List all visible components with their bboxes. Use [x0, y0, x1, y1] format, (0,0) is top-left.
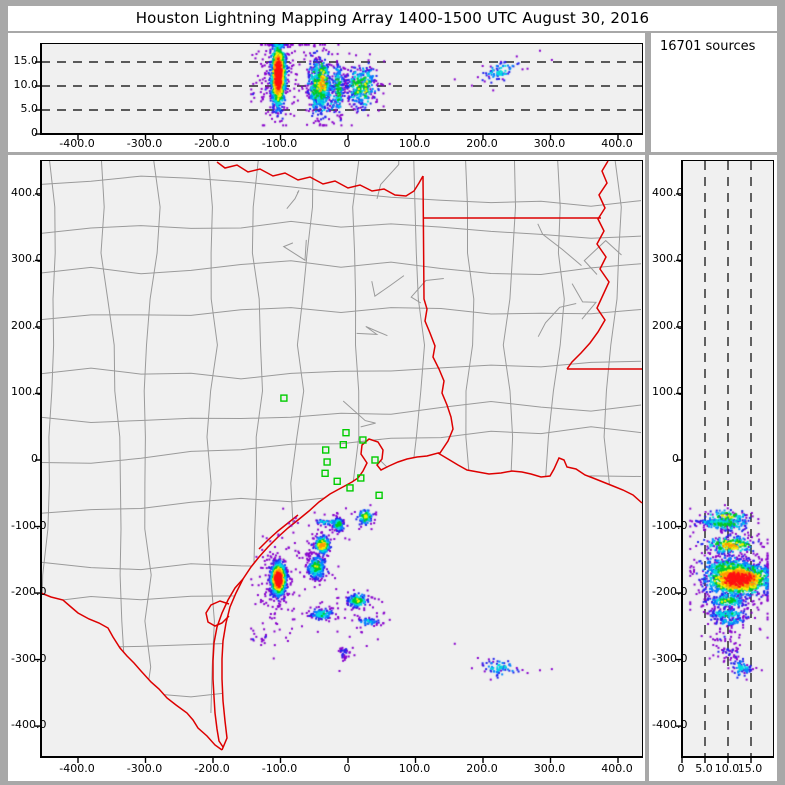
x-tick-label: -300.0: [126, 762, 163, 775]
sources-count-label: 16701 sources: [660, 39, 756, 54]
x-tick-label: 100.0: [398, 137, 431, 150]
altitude-scatter-canvas: [41, 44, 642, 134]
x-tick-label: 0: [343, 762, 351, 775]
y-tick-label: 200.0: [11, 318, 43, 332]
y-tick-label: -400.0: [11, 718, 47, 732]
altitude-vs-eastwest-plot-area: [35, 43, 643, 140]
x-tick-label: -400.0: [59, 762, 95, 775]
x-tick-label: 200.0: [466, 762, 498, 775]
northsouth-vs-altitude-plot-area: [676, 160, 774, 763]
y-tick-label: 0: [31, 452, 38, 465]
x-tick-label: 0: [343, 137, 351, 150]
main-map-panel: 400.0 300.0 200.0 100.0 0 -100.0 -200.0 -300.0 -…: [8, 155, 645, 781]
y-tick-label: 300.0: [11, 252, 43, 266]
x-tick-label: 400.0: [601, 137, 633, 150]
y-tick-label: -200.0: [652, 585, 688, 599]
y-tick-label: 0: [672, 452, 679, 465]
y-tick-label: -100.0: [11, 518, 47, 532]
map-plot-area: [35, 160, 643, 763]
y-tick-label: 200.0: [652, 318, 684, 332]
map-scatter-canvas: [41, 161, 642, 757]
x-tick-label: 15.0: [737, 762, 763, 775]
y-tick-label: 300.0: [652, 252, 684, 266]
y-tick-label: 5.0: [20, 102, 39, 115]
x-tick-label: -100.0: [261, 762, 298, 775]
x-tick-label: -200.0: [194, 762, 230, 775]
x-tick-label: 10.0: [714, 762, 740, 775]
y-tick-label: 0: [31, 126, 38, 139]
northsouth-vs-altitude-panel: 400.0 300.0 200.0 100.0 0 -100.0 -200.0 -300.0 -…: [649, 155, 777, 781]
x-tick-label: 400.0: [601, 762, 633, 775]
x-tick-label: 300.0: [533, 762, 566, 775]
y-tick-label: 10.0: [13, 78, 39, 91]
y-tick-label: -100.0: [652, 518, 688, 532]
x-tick-label: -100.0: [261, 137, 298, 150]
x-tick-label: -300.0: [126, 137, 163, 150]
x-tick-label: -400.0: [59, 137, 95, 150]
y-tick-label: 100.0: [652, 385, 684, 399]
y-tick-label: -300.0: [652, 651, 688, 665]
altitude-vs-eastwest-panel: 15.0 10.0 5.0 0 -400.0 -300.0 -200.0 -100.0 0 100…: [8, 33, 645, 152]
y-tick-label: 100.0: [11, 385, 43, 399]
y-tick-label: 400.0: [652, 185, 684, 199]
x-tick-label: -200.0: [194, 137, 230, 150]
x-tick-label: 5.0: [695, 762, 713, 775]
sources-count-panel: 16701 sources: [651, 33, 777, 152]
y-tick-label: -300.0: [11, 651, 47, 665]
x-tick-label: 0: [677, 762, 685, 775]
y-tick-label: -200.0: [11, 585, 47, 599]
right-scatter-canvas: [682, 161, 773, 757]
y-tick-label: -400.0: [652, 718, 688, 732]
page-title: Houston Lightning Mapping Array 1400-150…: [8, 6, 777, 31]
y-tick-label: 15.0: [13, 54, 39, 67]
x-tick-label: 300.0: [533, 137, 566, 150]
x-tick-label: 100.0: [398, 762, 431, 775]
x-tick-label: 200.0: [466, 137, 498, 150]
y-tick-label: 400.0: [11, 185, 43, 199]
